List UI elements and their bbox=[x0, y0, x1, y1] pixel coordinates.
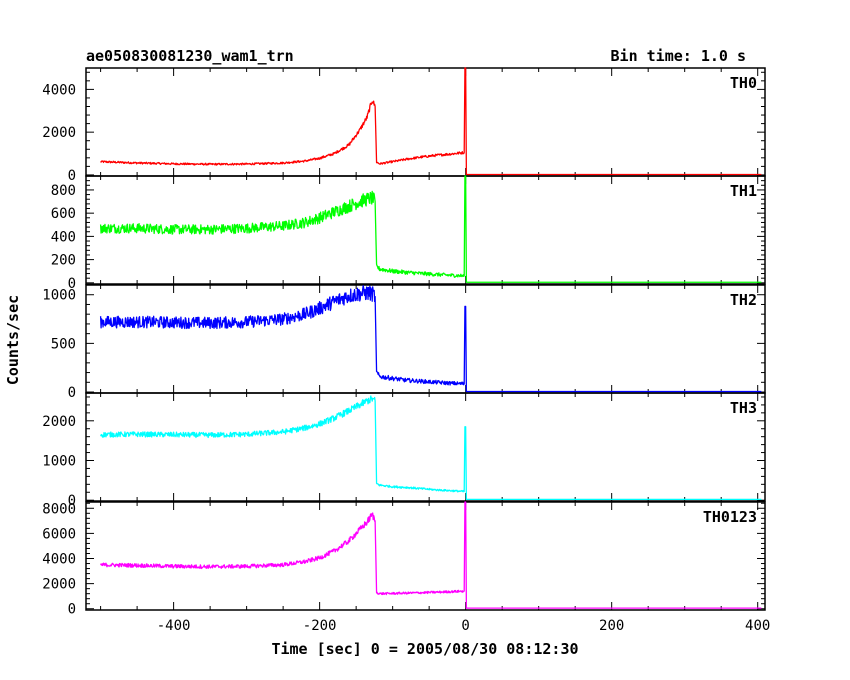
y-tick-label-th0: 4000 bbox=[42, 82, 76, 98]
x-tick-label: 200 bbox=[599, 618, 624, 634]
x-tick-label: 0 bbox=[461, 618, 469, 634]
x-tick-label: 400 bbox=[745, 618, 770, 634]
y-tick-label-th0123: 4000 bbox=[42, 552, 76, 568]
y-tick-label-th0123: 0 bbox=[68, 602, 76, 618]
y-tick-label-th0123: 6000 bbox=[42, 526, 76, 542]
series-line-th3 bbox=[99, 395, 762, 501]
y-tick-label-th1: 600 bbox=[51, 206, 76, 222]
y-tick-label-th2: 1000 bbox=[42, 288, 76, 304]
y-tick-label-th0: 0 bbox=[68, 168, 76, 184]
panel-label-th2: TH2 bbox=[730, 291, 757, 309]
y-axis-label: Counts/sec bbox=[4, 295, 22, 385]
y-tick-label-th1: 0 bbox=[68, 276, 76, 292]
y-tick-label-th2: 0 bbox=[68, 385, 76, 401]
panel-frame-th3 bbox=[85, 392, 766, 502]
panel-frame-th0123 bbox=[85, 501, 766, 611]
panel-frame-th2 bbox=[85, 284, 766, 394]
y-tick-label-th1: 800 bbox=[51, 183, 76, 199]
x-axis-label: Time [sec] 0 = 2005/08/30 08:12:30 bbox=[271, 640, 578, 658]
series-line-th0123 bbox=[100, 501, 762, 609]
y-tick-label-th3: 0 bbox=[68, 493, 76, 509]
bin-time-label: Bin time: 1.0 s bbox=[611, 47, 746, 65]
series-line-th1 bbox=[99, 175, 762, 283]
panel-label-th0: TH0 bbox=[730, 74, 757, 92]
y-tick-label-th0123: 2000 bbox=[42, 577, 76, 593]
y-tick-label-th1: 400 bbox=[51, 229, 76, 245]
panel-frame-th0 bbox=[85, 67, 766, 177]
y-tick-label-th3: 2000 bbox=[42, 414, 76, 430]
y-tick-label-th3: 1000 bbox=[42, 454, 76, 470]
series-line-th0 bbox=[100, 67, 762, 176]
x-tick-label: -200 bbox=[303, 618, 337, 634]
y-tick-label-th2: 500 bbox=[51, 336, 76, 352]
panel-label-th3: TH3 bbox=[730, 399, 757, 417]
series-line-th2 bbox=[99, 285, 762, 393]
chart-title: ae050830081230_wam1_trn bbox=[86, 47, 294, 65]
panel-frame-th1 bbox=[85, 175, 766, 285]
x-tick-label: -400 bbox=[157, 618, 191, 634]
panel-label-th1: TH1 bbox=[730, 182, 757, 200]
y-tick-label-th0: 2000 bbox=[42, 125, 76, 141]
y-tick-label-th0123: 8000 bbox=[42, 501, 76, 517]
y-tick-label-th1: 200 bbox=[51, 253, 76, 269]
panel-label-th0123: TH0123 bbox=[703, 508, 757, 526]
